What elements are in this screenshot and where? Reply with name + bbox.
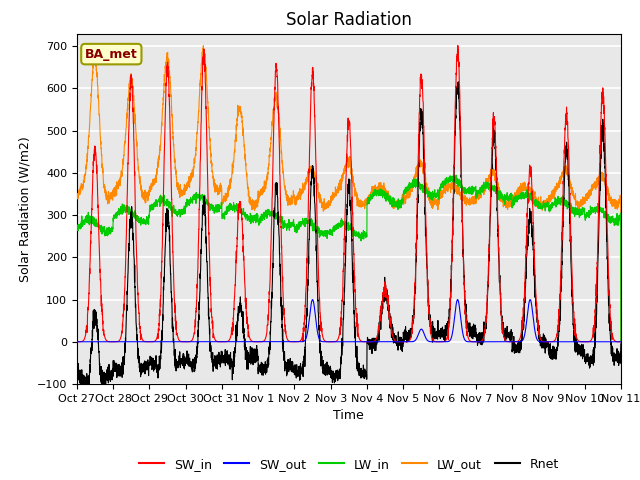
LW_out bbox=[200, 43, 207, 48]
LW_out bbox=[565, 176, 573, 182]
SW_out bbox=[412, 337, 419, 343]
LW_out bbox=[412, 174, 419, 180]
SW_in bbox=[566, 179, 573, 185]
SW_out bbox=[617, 339, 625, 345]
Rnet bbox=[225, 361, 233, 367]
Line: SW_in: SW_in bbox=[77, 46, 621, 342]
Rnet bbox=[402, 336, 410, 342]
LW_in bbox=[402, 191, 410, 196]
SW_in bbox=[617, 339, 625, 345]
SW_in bbox=[412, 275, 419, 281]
Rnet bbox=[617, 351, 625, 357]
LW_out bbox=[73, 196, 81, 202]
SW_in bbox=[402, 339, 410, 345]
SW_in bbox=[300, 339, 307, 345]
LW_in bbox=[412, 180, 419, 185]
Rnet bbox=[83, 394, 91, 400]
SW_in bbox=[225, 338, 232, 344]
LW_in bbox=[225, 207, 232, 213]
X-axis label: Time: Time bbox=[333, 409, 364, 422]
Line: SW_out: SW_out bbox=[77, 300, 621, 342]
Rnet bbox=[189, 360, 197, 366]
SW_out bbox=[189, 339, 197, 345]
SW_in bbox=[189, 334, 197, 340]
SW_in bbox=[617, 339, 625, 345]
Rnet bbox=[73, 366, 81, 372]
LW_in bbox=[617, 339, 625, 345]
LW_in bbox=[452, 172, 460, 178]
SW_in bbox=[73, 339, 81, 345]
SW_in bbox=[454, 43, 461, 48]
SW_out bbox=[73, 339, 81, 345]
Rnet bbox=[566, 201, 573, 206]
SW_out bbox=[225, 339, 232, 345]
LW_out bbox=[189, 165, 197, 170]
Title: Solar Radiation: Solar Radiation bbox=[286, 11, 412, 29]
LW_out bbox=[617, 200, 625, 205]
Rnet bbox=[617, 341, 625, 347]
LW_out bbox=[225, 186, 233, 192]
Line: LW_in: LW_in bbox=[77, 175, 621, 342]
Text: BA_met: BA_met bbox=[85, 48, 138, 60]
LW_in bbox=[73, 224, 81, 230]
LW_out bbox=[402, 192, 410, 198]
SW_out bbox=[526, 297, 534, 302]
LW_out bbox=[617, 339, 625, 345]
LW_in bbox=[565, 205, 573, 211]
Rnet bbox=[412, 285, 419, 290]
SW_out bbox=[402, 339, 410, 345]
Line: Rnet: Rnet bbox=[77, 82, 621, 397]
LW_in bbox=[617, 220, 625, 226]
Y-axis label: Solar Radiation (W/m2): Solar Radiation (W/m2) bbox=[18, 136, 31, 282]
LW_in bbox=[189, 195, 197, 201]
SW_out bbox=[565, 339, 573, 345]
SW_out bbox=[617, 339, 625, 345]
Legend: SW_in, SW_out, LW_in, LW_out, Rnet: SW_in, SW_out, LW_in, LW_out, Rnet bbox=[134, 453, 564, 476]
Line: LW_out: LW_out bbox=[77, 46, 621, 342]
Rnet bbox=[454, 79, 462, 84]
